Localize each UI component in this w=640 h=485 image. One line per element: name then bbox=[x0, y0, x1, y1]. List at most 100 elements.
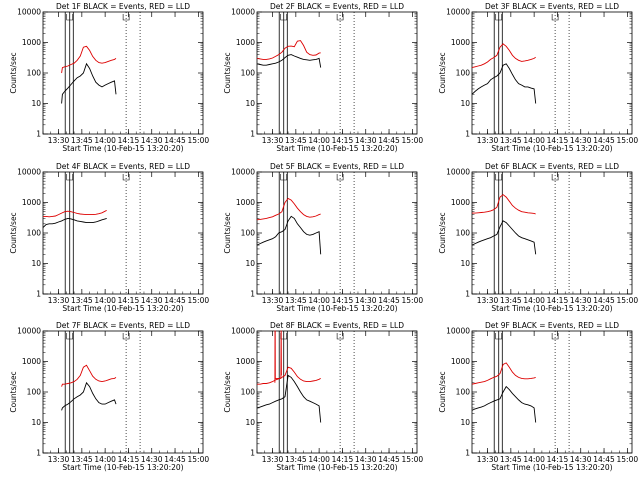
x-tick-label: 13:45 bbox=[71, 455, 93, 464]
x-tick-label: 15:00 bbox=[402, 455, 424, 464]
axes-frame bbox=[42, 330, 204, 454]
y-tick-label: 100 bbox=[456, 229, 471, 238]
y-tick-label: 10000 bbox=[17, 327, 41, 336]
x-tick-label: 14:30 bbox=[141, 296, 163, 305]
x-tick-label: 14:30 bbox=[141, 455, 163, 464]
interval-bracket bbox=[122, 14, 130, 21]
x-tick-label: 14:45 bbox=[593, 296, 615, 305]
x-tick-label: 14:30 bbox=[570, 296, 592, 305]
x-tick-label: 14:45 bbox=[164, 455, 186, 464]
x-tick-label: 14:45 bbox=[593, 455, 615, 464]
axes-frame bbox=[471, 11, 633, 135]
y-tick-label: 10 bbox=[245, 259, 255, 268]
x-axis-label: Start Time (10-Feb-15 13:20:20) bbox=[491, 144, 612, 153]
y-tick-label: 1 bbox=[465, 290, 470, 299]
y-tick-label: 1000 bbox=[22, 38, 41, 47]
y-tick-label: 1000 bbox=[22, 198, 41, 207]
x-axis-label: Start Time (10-Feb-15 13:20:20) bbox=[62, 144, 183, 153]
x-tick-label: 13:45 bbox=[71, 136, 93, 145]
x-tick-label: 15:00 bbox=[617, 455, 639, 464]
panel-title: Det 7F BLACK = Events, RED = LLD bbox=[56, 321, 190, 330]
x-tick-label: 14:45 bbox=[164, 296, 186, 305]
x-tick-label: 13:45 bbox=[285, 455, 307, 464]
y-tick-label: 1000 bbox=[451, 38, 470, 47]
x-tick-label: 13:30 bbox=[262, 136, 284, 145]
interval-bracket bbox=[551, 174, 559, 181]
y-tick-label: 1000 bbox=[236, 38, 255, 47]
x-tick-label: 14:00 bbox=[94, 455, 116, 464]
x-tick-label: 13:45 bbox=[285, 136, 307, 145]
x-tick-label: 14:00 bbox=[308, 296, 330, 305]
x-axis-label: Start Time (10-Feb-15 13:20:20) bbox=[276, 304, 397, 313]
x-tick-label: 14:15 bbox=[332, 455, 354, 464]
panel-4: Det 4F BLACK = Events, RED = LLD 1 10 100 10… bbox=[9, 162, 209, 313]
interval-bracket bbox=[122, 333, 130, 340]
series-lld bbox=[43, 209, 107, 218]
y-tick-label: 1 bbox=[465, 130, 470, 139]
y-tick-label: 100 bbox=[241, 388, 256, 397]
y-tick-label: 10000 bbox=[231, 168, 255, 177]
panel-title: Det 2F BLACK = Events, RED = LLD bbox=[270, 2, 404, 11]
x-tick-label: 13:30 bbox=[262, 455, 284, 464]
y-tick-label: 1000 bbox=[22, 357, 41, 366]
panel-3: Det 3F BLACK = Events, RED = LLD 1 10 100 10… bbox=[438, 2, 638, 153]
series-lld bbox=[256, 40, 321, 60]
y-tick-label: 100 bbox=[27, 388, 42, 397]
x-tick-label: 14:15 bbox=[118, 296, 140, 305]
y-axis-label: Counts/sec bbox=[438, 371, 447, 412]
x-tick-label: 13:45 bbox=[500, 455, 522, 464]
panel-7: Det 7F BLACK = Events, RED = LLD 1 10 100 10… bbox=[9, 321, 209, 472]
x-tick-label: 14:45 bbox=[593, 136, 615, 145]
x-axis-label: Start Time (10-Feb-15 13:20:20) bbox=[491, 304, 612, 313]
x-tick-label: 14:00 bbox=[523, 136, 545, 145]
panel-title: Det 4F BLACK = Events, RED = LLD bbox=[56, 162, 190, 171]
interval-bracket bbox=[551, 333, 559, 340]
x-tick-label: 14:00 bbox=[523, 455, 545, 464]
x-tick-label: 14:15 bbox=[332, 296, 354, 305]
x-tick-label: 13:30 bbox=[477, 455, 499, 464]
x-tick-label: 13:45 bbox=[500, 136, 522, 145]
interval-bracket bbox=[551, 14, 559, 21]
x-tick-label: 14:00 bbox=[308, 455, 330, 464]
x-tick-label: 14:00 bbox=[94, 296, 116, 305]
x-tick-label: 14:15 bbox=[547, 136, 569, 145]
y-tick-label: 100 bbox=[456, 69, 471, 78]
y-tick-label: 1 bbox=[250, 290, 255, 299]
x-axis-label: Start Time (10-Feb-15 13:20:20) bbox=[276, 144, 397, 153]
y-axis-label: Counts/sec bbox=[223, 212, 232, 253]
series-events bbox=[256, 54, 322, 68]
x-tick-label: 13:45 bbox=[285, 296, 307, 305]
y-tick-label: 10000 bbox=[446, 8, 470, 17]
interval-bracket bbox=[280, 174, 288, 181]
y-axis-label: Counts/sec bbox=[223, 371, 232, 412]
interval-bracket bbox=[66, 14, 74, 21]
x-tick-label: 14:30 bbox=[570, 136, 592, 145]
y-tick-label: 10000 bbox=[231, 327, 255, 336]
axes-frame bbox=[256, 11, 418, 135]
y-tick-label: 10000 bbox=[446, 168, 470, 177]
y-axis-label: Counts/sec bbox=[438, 212, 447, 253]
panel-title: Det 1F BLACK = Events, RED = LLD bbox=[56, 2, 190, 11]
y-tick-label: 10 bbox=[245, 418, 255, 427]
axes-frame bbox=[256, 171, 418, 295]
panel-title: Det 6F BLACK = Events, RED = LLD bbox=[485, 162, 619, 171]
interval-bracket bbox=[280, 14, 288, 21]
y-tick-label: 10000 bbox=[446, 327, 470, 336]
y-tick-label: 10 bbox=[460, 99, 470, 108]
y-tick-label: 100 bbox=[27, 69, 42, 78]
x-tick-label: 15:00 bbox=[188, 455, 210, 464]
series-lld bbox=[472, 194, 536, 215]
x-tick-label: 14:00 bbox=[523, 296, 545, 305]
series-events bbox=[471, 385, 537, 423]
y-tick-label: 10000 bbox=[17, 8, 41, 17]
x-tick-label: 13:30 bbox=[48, 296, 70, 305]
series-lld bbox=[61, 364, 117, 387]
y-tick-label: 10 bbox=[245, 99, 255, 108]
x-tick-label: 14:30 bbox=[570, 455, 592, 464]
y-tick-label: 1 bbox=[465, 449, 470, 458]
y-tick-label: 10000 bbox=[231, 8, 255, 17]
interval-bracket bbox=[336, 333, 344, 340]
y-tick-label: 1 bbox=[36, 290, 41, 299]
x-tick-label: 14:15 bbox=[118, 455, 140, 464]
series-lld bbox=[471, 362, 536, 385]
